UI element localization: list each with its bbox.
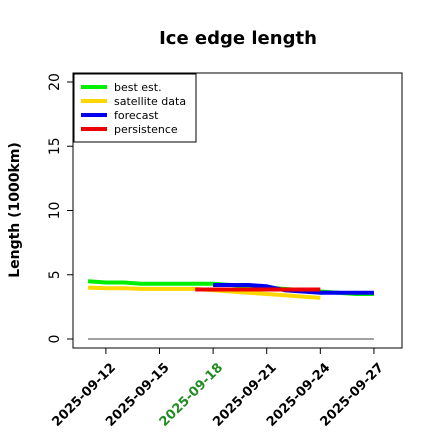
y-tick-label: 15 — [47, 137, 63, 155]
y-tick-label: 5 — [47, 270, 63, 279]
y-tick-label: 20 — [47, 73, 63, 91]
plot-area — [87, 279, 374, 340]
legend: best est.satellite dataforecastpersisten… — [73, 73, 197, 143]
legend-label: forecast — [114, 109, 159, 122]
chart-title: Ice edge length — [159, 28, 317, 49]
legend-label: satellite data — [114, 95, 186, 108]
legend-label: best est. — [114, 81, 162, 94]
legend-label: persistence — [114, 123, 178, 136]
y-axis-label: Length (1000km) — [7, 142, 23, 278]
y-tick-label: 0 — [47, 335, 63, 344]
y-tick-label: 10 — [47, 202, 63, 220]
